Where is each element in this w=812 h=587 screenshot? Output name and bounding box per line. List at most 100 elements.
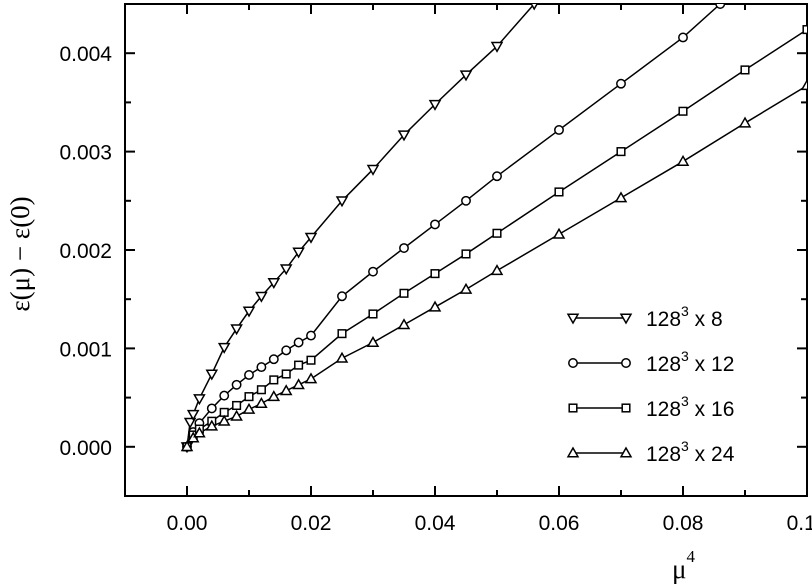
- series-line-2: [186, 4, 721, 448]
- data-point-series-2: [256, 362, 267, 373]
- data-point-series-3: [399, 288, 409, 298]
- data-point-series-4: [267, 390, 281, 402]
- x-axis-label: μ4: [672, 547, 695, 584]
- data-point-series-1: [267, 277, 281, 289]
- data-point-series-1: [304, 232, 318, 244]
- legend-marker: [566, 313, 580, 325]
- data-point-series-2: [281, 345, 292, 356]
- data-point-series-4: [459, 282, 473, 294]
- data-point-series-1: [183, 417, 197, 429]
- data-point-series-1: [255, 291, 268, 303]
- x-tick-label: 0.08: [663, 512, 704, 535]
- legend-marker: [621, 403, 631, 413]
- data-point-series-2: [430, 219, 440, 230]
- data-point-series-3: [256, 385, 266, 395]
- legend-marker: [619, 446, 633, 458]
- data-point-series-4: [490, 264, 504, 276]
- data-point-series-4: [614, 191, 628, 203]
- data-point-series-3: [740, 65, 750, 75]
- data-point-series-1: [428, 99, 442, 111]
- data-point-series-1: [530, 4, 538, 11]
- data-point-series-2: [492, 171, 502, 182]
- series-line-3: [186, 28, 807, 448]
- legend-marker: [566, 446, 580, 458]
- data-point-series-4: [428, 300, 442, 312]
- data-point-series-4: [552, 227, 566, 239]
- data-point-series-3: [281, 369, 291, 379]
- series-line-1: [186, 4, 535, 447]
- data-point-series-4: [242, 402, 256, 414]
- data-point-series-3: [802, 25, 807, 35]
- ticks-group: [124, 3, 808, 497]
- data-point-series-4: [205, 419, 219, 431]
- x-tick-label: 0.06: [539, 512, 580, 535]
- data-point-series-4: [366, 335, 380, 347]
- data-point-series-4: [397, 318, 411, 330]
- data-point-series-4: [217, 414, 231, 426]
- data-point-series-2: [678, 32, 688, 43]
- markers-group: [180, 4, 807, 454]
- data-point-series-3: [306, 355, 316, 365]
- data-point-series-2: [219, 390, 230, 401]
- data-point-series-2: [715, 4, 726, 9]
- y-tick-label: 0.002: [59, 240, 112, 263]
- data-point-series-4: [676, 154, 690, 166]
- legend-marker: [568, 358, 578, 368]
- data-point-series-4: [255, 396, 268, 409]
- legend-label: 1283 x 12: [646, 348, 734, 376]
- data-point-series-2: [206, 403, 217, 414]
- data-point-series-2: [461, 195, 471, 206]
- y-axis-label: ε(μ) − ε(0): [5, 196, 35, 311]
- y-tick-label: 0.004: [59, 43, 112, 66]
- data-point-series-1: [490, 41, 504, 53]
- data-point-series-4: [738, 116, 752, 128]
- data-point-series-4: [292, 378, 305, 390]
- data-point-series-3: [232, 400, 242, 411]
- data-point-series-4: [193, 426, 206, 438]
- data-point-series-1: [397, 130, 411, 142]
- data-point-series-4: [304, 372, 318, 384]
- data-point-series-3: [461, 249, 471, 259]
- data-point-series-2: [399, 243, 409, 253]
- data-point-series-4: [335, 351, 349, 363]
- labels-group: 0.00 0.02 0.04 0.06 0.08 0.10 0.000 0.001 0.002 0…: [5, 43, 812, 584]
- data-point-series-4: [279, 384, 293, 396]
- x-tick-label: 0.02: [291, 512, 332, 535]
- data-point-series-4: [800, 79, 807, 91]
- data-point-series-3: [554, 187, 564, 197]
- data-point-series-3: [368, 309, 378, 319]
- legend-label: 1283 x 8: [646, 303, 723, 331]
- legend-label: 1283 x 16: [646, 393, 734, 421]
- legend-marker: [619, 313, 633, 325]
- data-point-series-1: [217, 342, 231, 354]
- data-point-series-3: [430, 269, 440, 279]
- legend-marker: [568, 403, 578, 413]
- x-tick-label: 0.04: [415, 512, 456, 535]
- data-point-series-1: [193, 394, 206, 406]
- legend: 1283 x 8 1283 x 12 1283 x 16 1283 x 24: [566, 303, 735, 466]
- data-point-series-2: [554, 125, 564, 135]
- data-point-series-3: [294, 360, 304, 370]
- data-point-series-3: [678, 106, 688, 116]
- data-point-series-1: [230, 324, 243, 336]
- data-point-series-2: [616, 78, 626, 89]
- data-point-series-1: [292, 247, 305, 259]
- data-point-series-2: [293, 337, 304, 348]
- data-point-series-1: [186, 409, 200, 421]
- data-point-series-2: [268, 354, 279, 365]
- legend-label: 1283 x 24: [646, 438, 735, 466]
- data-point-series-1: [242, 306, 256, 318]
- data-point-series-4: [180, 440, 194, 452]
- data-point-series-2: [231, 379, 242, 390]
- data-point-series-1: [205, 369, 219, 381]
- y-tick-label: 0.001: [59, 338, 112, 361]
- data-point-series-2: [244, 370, 254, 380]
- data-point-series-3: [244, 392, 254, 402]
- series-lines-group: [186, 4, 807, 448]
- data-point-series-1: [459, 70, 473, 82]
- y-tick-label: 0.000: [59, 437, 112, 460]
- data-point-series-3: [616, 147, 626, 157]
- data-point-series-3: [269, 375, 279, 385]
- data-point-series-4: [230, 409, 243, 421]
